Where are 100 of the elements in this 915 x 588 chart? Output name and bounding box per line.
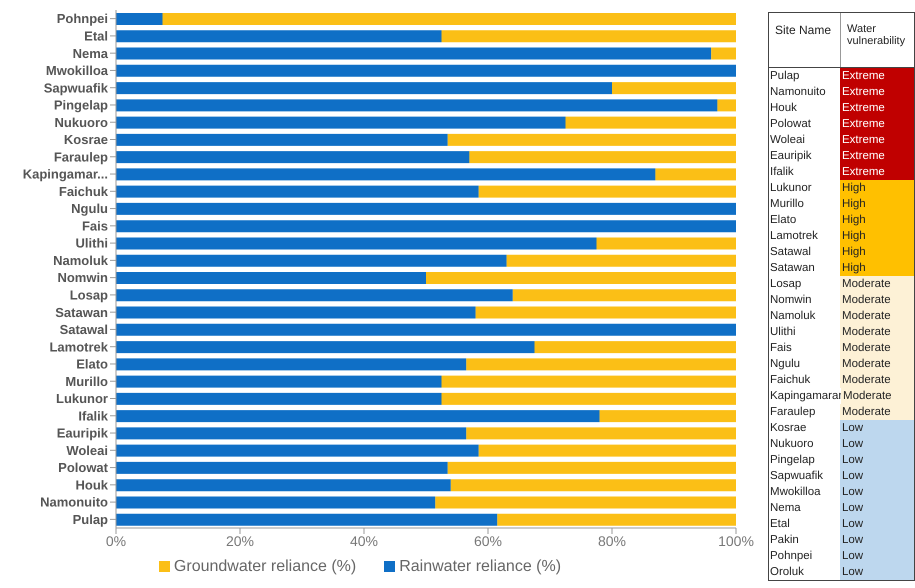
text: Low: [842, 518, 864, 530]
text: Extreme: [842, 166, 885, 178]
x-tick-label: 80%: [598, 532, 626, 549]
text: Low: [842, 422, 864, 434]
category-label: Etal: [770, 518, 790, 530]
category-label: Murillo: [770, 198, 804, 210]
y-tick-label: Faichuk: [58, 184, 109, 199]
y-tick-label: Pulap: [72, 512, 108, 527]
y-tick-label: Nukuoro: [54, 114, 108, 130]
category-label: Ifalik: [770, 166, 794, 178]
category-label: Houk: [770, 102, 797, 114]
category-label: Nukuoro: [770, 438, 814, 450]
text: High: [842, 214, 866, 226]
y-tick-label: Mwokilloa: [46, 63, 109, 78]
category-label: Lamotrek: [770, 230, 818, 242]
text: Low: [842, 470, 864, 482]
category-label: Nomwin: [770, 294, 812, 306]
text: Moderate: [843, 390, 892, 402]
category-label: Faraulep: [770, 406, 816, 418]
category-label: Satawal: [770, 246, 811, 258]
category-label: Pulap: [770, 70, 800, 82]
text: Extreme: [842, 118, 885, 130]
text: Moderate: [842, 294, 891, 306]
y-tick-label: Houk: [76, 477, 109, 492]
text: Extreme: [842, 150, 885, 162]
y-tick-label: Lamotrek: [49, 339, 109, 354]
y-tick-label: Etal: [84, 28, 108, 44]
text: Extreme: [842, 70, 885, 82]
text: Moderate: [842, 342, 891, 354]
x-tick-label: 40%: [350, 532, 378, 549]
text: High: [842, 198, 866, 210]
y-tick-label: Losap: [70, 288, 108, 303]
y-tick-label: Kapingamar...: [22, 166, 108, 182]
y-tick-label: Nomwin: [57, 270, 108, 286]
text: Low: [842, 534, 864, 546]
y-tick-label: Sapwuafik: [44, 80, 109, 96]
y-tick-label: Fais: [82, 218, 108, 234]
x-tick-label: 20%: [226, 532, 254, 549]
x-tick-label: 100%: [718, 532, 754, 549]
y-tick-label: Pingelap: [54, 98, 108, 113]
y-tick-label: Ulithi: [76, 236, 108, 251]
text: High: [842, 262, 866, 274]
text: Low: [842, 438, 864, 450]
text: Moderate: [842, 326, 891, 338]
text: Low: [842, 454, 864, 466]
category-label: Satawan: [770, 262, 815, 274]
text: Moderate: [842, 278, 891, 290]
category-label: Pingelap: [770, 454, 815, 466]
y-tick-label: Namonuito: [40, 494, 108, 510]
category-label: Kapingamarar: [770, 390, 842, 402]
category-label: Nema: [770, 502, 801, 514]
text: High: [842, 246, 866, 258]
category-label: Eauripik: [770, 150, 812, 162]
text: Low: [842, 502, 864, 514]
y-tick-label: Elato: [76, 356, 108, 372]
x-tick-label: 0%: [106, 532, 126, 549]
category-label: Water vulnerability: [840, 13, 914, 67]
category-label: Polowat: [770, 118, 811, 130]
y-tick-label: Eauripik: [56, 426, 109, 441]
text: High: [842, 182, 866, 194]
x-tick-label: 60%: [474, 532, 502, 549]
text: Extreme: [842, 102, 885, 114]
category-label: Pohnpei: [770, 550, 812, 562]
text: Moderate: [842, 374, 891, 386]
category-label: Woleai: [770, 134, 805, 146]
category-label: Namoluk: [770, 310, 816, 322]
y-tick-label: Ngulu: [71, 201, 108, 216]
text: High: [842, 230, 866, 242]
category-label: Site Name: [774, 22, 832, 39]
text: Low: [842, 550, 864, 562]
category-label: Namonuito: [770, 86, 826, 98]
y-tick-label: Pohnpei: [56, 11, 108, 26]
category-label: Fais: [770, 342, 792, 354]
category-label: Ngulu: [770, 358, 800, 370]
legend-label: Rainwater reliance (%): [399, 558, 562, 575]
text: Extreme: [842, 86, 885, 98]
y-tick-label: Murillo: [65, 374, 108, 389]
category-label: Faichuk: [770, 374, 810, 386]
category-label: Sapwuafik: [770, 470, 824, 482]
y-tick-label: Satawan: [55, 304, 108, 320]
y-tick-label: Satawal: [60, 322, 108, 338]
y-tick-label: Ifalik: [78, 408, 109, 424]
category-label: Elato: [770, 214, 796, 226]
category-label: Lukunor: [770, 182, 812, 194]
y-tick-label: Namoluk: [53, 252, 109, 268]
y-tick-label: Woleai: [66, 442, 108, 458]
category-label: Losap: [770, 278, 802, 290]
text: Moderate: [842, 310, 891, 322]
y-tick-label: Nema: [72, 46, 109, 61]
text: Moderate: [842, 358, 891, 370]
category-label: Kosrae: [770, 422, 806, 434]
category-label: Oroluk: [770, 566, 804, 578]
y-tick-label: Kosrae: [64, 132, 108, 148]
category-label: Pakin: [770, 534, 799, 546]
y-tick-label: Faraulep: [54, 149, 108, 164]
text: Extreme: [842, 134, 885, 146]
category-label: Ulithi: [770, 326, 796, 338]
legend-label: Groundwater reliance (%): [174, 558, 356, 575]
category-label: Mwokilloa: [770, 486, 820, 498]
text: Moderate: [842, 406, 891, 418]
